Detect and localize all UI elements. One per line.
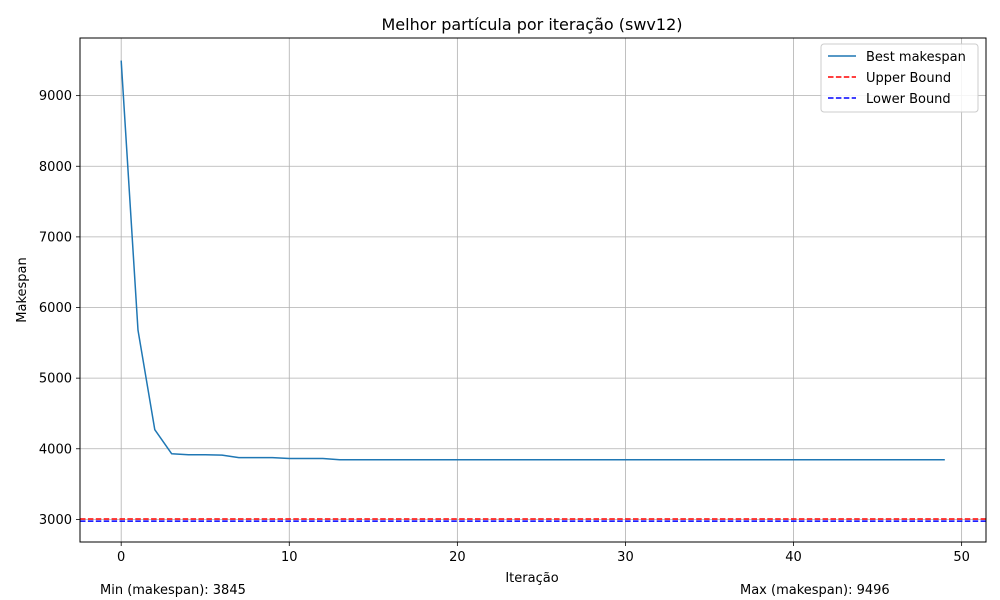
- y-axis-label: Makespan: [15, 257, 30, 322]
- chart-title: Melhor partícula por iteração (swv12): [382, 15, 683, 34]
- min-makespan-note: Min (makespan): 3845: [100, 583, 246, 598]
- y-tick-label: 9000: [39, 89, 72, 104]
- plot-area: [79, 37, 987, 543]
- plot-background: [80, 38, 986, 542]
- series-lines: [120, 60, 945, 461]
- x-tick-label: 50: [953, 550, 970, 565]
- y-tick-label: 3000: [39, 513, 72, 528]
- x-axis-label: Iteração: [505, 571, 558, 586]
- x-axis-ticks: 0 10 20 30 40 50: [117, 542, 970, 565]
- legend-label-best-makespan: Best makespan: [866, 50, 966, 65]
- y-tick-label: 6000: [39, 301, 72, 316]
- x-tick-label: 40: [785, 550, 802, 565]
- y-tick-label: 4000: [39, 442, 72, 457]
- y-tick-label: 8000: [39, 160, 72, 175]
- y-axis-ticks: 3000 4000 5000 6000 7000 8000 9000: [39, 89, 80, 528]
- legend-box: [820, 43, 979, 113]
- max-makespan-note: Max (makespan): 9496: [740, 583, 890, 598]
- x-tick-label: 30: [617, 550, 634, 565]
- bound-lines: [80, 518, 986, 522]
- y-tick-label: 5000: [39, 372, 72, 387]
- legend: Best makespan Upper Bound Lower Bound: [820, 43, 979, 113]
- legend-label-lower-bound: Lower Bound: [866, 92, 951, 107]
- plot-frame: [79, 37, 987, 543]
- x-tick-label: 0: [117, 550, 125, 565]
- y-tick-label: 7000: [39, 230, 72, 245]
- x-tick-label: 20: [449, 550, 466, 565]
- best-makespan-line: [120, 60, 945, 461]
- x-tick-label: 10: [281, 550, 298, 565]
- legend-label-upper-bound: Upper Bound: [866, 71, 951, 86]
